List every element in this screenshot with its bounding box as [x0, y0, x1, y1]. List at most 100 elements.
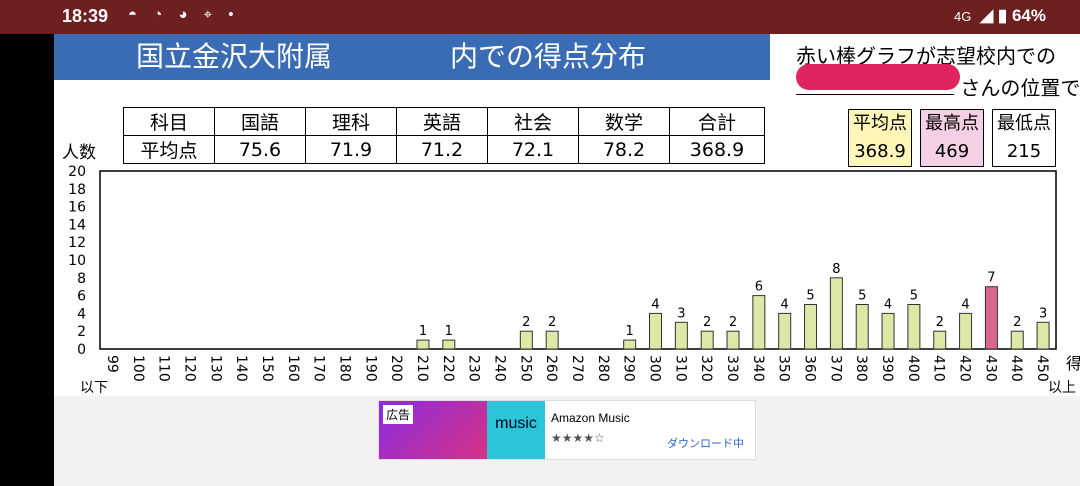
bar [519, 330, 533, 350]
ad-banner[interactable]: 広告 music Amazon Music ★★★★☆ ダウンロード中 [378, 400, 756, 460]
bar [778, 312, 792, 350]
bar [881, 312, 895, 350]
x-tick-label: 120 [181, 355, 197, 382]
plot-frame [99, 170, 1057, 350]
table-cell: 理科 [305, 107, 397, 136]
title-school: 国立金沢大附属 [136, 40, 333, 73]
x-tick-label: 330 [724, 355, 740, 382]
ad-title: Amazon Music [551, 411, 630, 425]
status-time: 18:39 [62, 6, 109, 26]
bar-value-label: 2 [522, 315, 530, 330]
note-line-2: さんの位置で [796, 72, 1080, 101]
y-tick-label: 16 [68, 200, 86, 216]
bar [752, 295, 766, 350]
table-cell: 平均点 [123, 135, 215, 164]
x-tick-label: 430 [982, 355, 998, 382]
x-tick-label: 110 [156, 355, 172, 382]
x-tick-label: 340 [750, 355, 766, 382]
bar [1036, 321, 1050, 350]
y-tick-label: 10 [68, 253, 86, 269]
y-tick-label: 8 [77, 271, 86, 287]
bar-value-label: 4 [961, 297, 969, 312]
ad-area: 広告 music Amazon Music ★★★★☆ ダウンロード中 [54, 396, 1080, 486]
table-cell: 英語 [396, 107, 488, 136]
bar-value-label: 2 [548, 315, 556, 330]
table-value-row: 平均点 75.6 71.9 71.2 72.1 78.2 368.9 [123, 135, 765, 164]
note-line-2-tail: さんの位置で [960, 76, 1080, 100]
stat-label: 最高点 [925, 113, 979, 134]
status-right: 4G ◢ ▮ 64% [954, 6, 1046, 26]
main-content: 国立金沢大附属 内での得点分布 赤い棒グラフが志望校内での さんの位置で 科目 … [54, 34, 1080, 486]
bar [416, 339, 430, 350]
x-axis-label: 得 [1066, 354, 1080, 373]
y-tick-label: 2 [77, 324, 86, 340]
y-tick-label: 18 [68, 182, 86, 198]
y-tick-label: 4 [77, 306, 86, 322]
title-suffix: 内での得点分布 [450, 40, 647, 73]
x-tick-label: 180 [336, 355, 352, 382]
x-tick-label: 390 [879, 355, 895, 382]
y-tick-label: 6 [77, 289, 86, 305]
bar [907, 304, 921, 350]
x-tick-label: 210 [414, 355, 430, 382]
stat-value: 215 [1006, 141, 1042, 162]
bar [649, 312, 663, 350]
bar [442, 339, 456, 350]
notification-icons: ◓ ◔ ◕ ⌖ • [128, 6, 240, 23]
table-cell: 科目 [123, 107, 215, 136]
bar-value-label: 4 [884, 297, 892, 312]
stat-max: 最高点 469 [920, 109, 984, 167]
stat-label: 平均点 [853, 113, 907, 134]
table-cell: 368.9 [669, 135, 765, 164]
bar [959, 312, 973, 350]
download-status[interactable]: ダウンロード中 [667, 438, 744, 450]
y-tick-label: 12 [68, 235, 86, 251]
x-tick-label: 130 [207, 355, 223, 382]
bar [545, 330, 559, 350]
x-tick-label: 410 [931, 355, 947, 382]
battery-percent: 64% [1011, 6, 1046, 25]
x-tick-label: 270 [569, 355, 585, 382]
table-cell: 数学 [578, 107, 670, 136]
stat-value: 469 [934, 141, 970, 162]
bar-value-label: 1 [419, 324, 427, 339]
bar-value-label: 3 [677, 306, 685, 321]
bar-value-label: 1 [445, 324, 453, 339]
bar-value-label: 5 [910, 289, 918, 304]
table-cell: 78.2 [578, 135, 670, 164]
stat-label: 最低点 [997, 113, 1051, 134]
x-tick-label: 190 [362, 355, 378, 382]
x-tick-label: 200 [388, 355, 404, 382]
bar [855, 304, 869, 350]
table-cell: 71.9 [305, 135, 397, 164]
x-tick-label: 100 [130, 355, 146, 382]
bar [623, 339, 637, 350]
bar [700, 330, 714, 350]
bar-value-label: 2 [703, 315, 711, 330]
stat-value: 368.9 [854, 141, 906, 162]
bar [984, 286, 998, 350]
x-tick-label: 280 [595, 355, 611, 382]
x-tick-label: 370 [827, 355, 843, 382]
bar [726, 330, 740, 350]
bar-value-label: 6 [755, 280, 763, 295]
music-logo-icon: music [487, 401, 545, 459]
y-tick-label: 0 [77, 342, 86, 358]
x-tick-label: 300 [647, 355, 663, 382]
redaction-mark [796, 64, 960, 90]
bar [933, 330, 947, 350]
bar-value-label: 1 [626, 324, 634, 339]
x-tick-label: 320 [698, 355, 714, 382]
ad-image: 広告 [379, 401, 487, 459]
average-score-table: 科目 国語 理科 英語 社会 数学 合計 平均点 75.6 71.9 71.2 … [123, 107, 765, 164]
x-tick-label: 99 [104, 355, 120, 373]
title-bar: 国立金沢大附属 内での得点分布 [54, 34, 770, 80]
x-tick-label: 440 [1008, 355, 1024, 382]
bar [1010, 330, 1024, 350]
ad-badge: 広告 [383, 405, 414, 424]
y-tick-label: 20 [68, 164, 86, 180]
bar-value-label: 4 [651, 297, 659, 312]
table-cell: 合計 [669, 107, 765, 136]
x-tick-label: 160 [285, 355, 301, 382]
bar-value-label: 2 [1013, 315, 1021, 330]
